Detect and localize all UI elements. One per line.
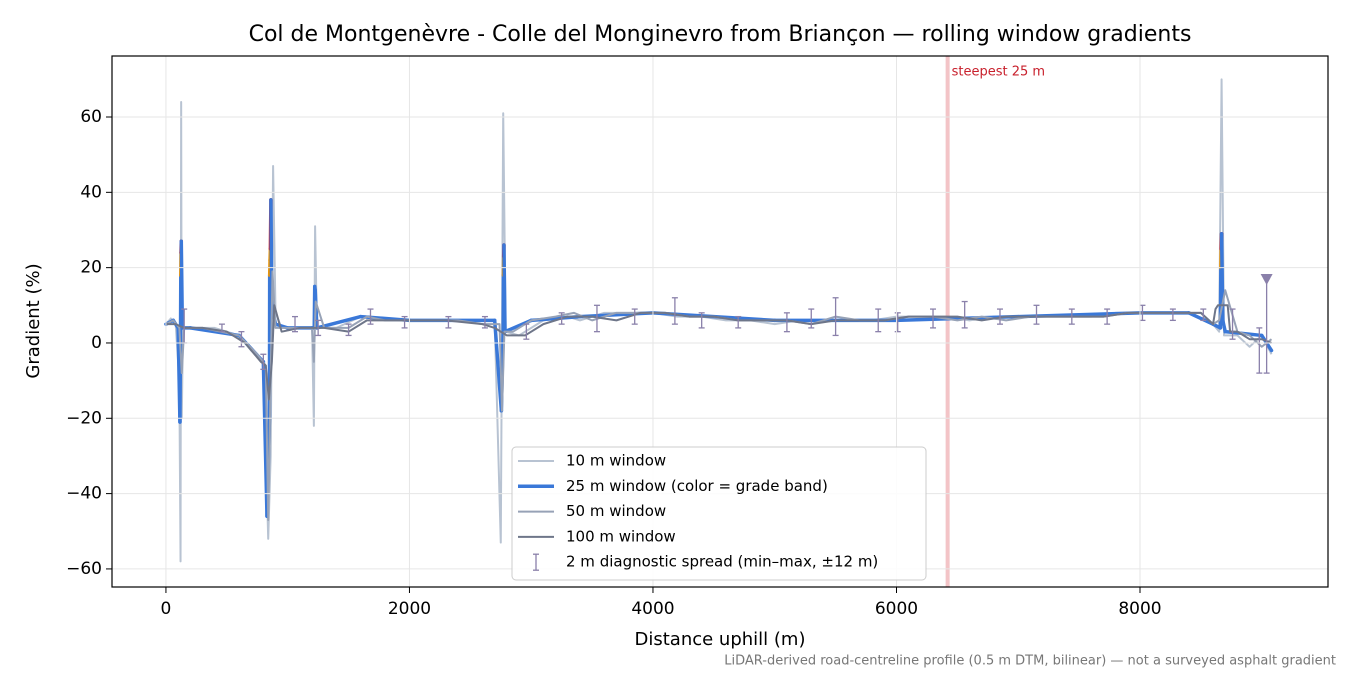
legend-label: 100 m window	[566, 527, 676, 545]
x-tick-label: 2000	[388, 599, 431, 619]
y-tick-label: 0	[91, 333, 102, 353]
line-segment	[1186, 311, 1215, 326]
summit-marker	[1260, 273, 1273, 285]
y-tick-label: −60	[66, 559, 102, 579]
chart-title: Col de Montgenèvre - Colle del Monginevr…	[249, 22, 1192, 47]
y-tick-label: −20	[66, 408, 102, 428]
x-tick-label: 8000	[1118, 599, 1161, 619]
legend-box	[511, 446, 927, 581]
x-tick-label: 4000	[631, 599, 674, 619]
legend-label: 25 m window (color = grade band)	[566, 477, 828, 495]
line-segment	[179, 239, 185, 330]
legend-label: 50 m window	[566, 502, 666, 520]
x-axis-label: Distance uphill (m)	[635, 629, 806, 650]
annotation-label: steepest 25 m	[952, 65, 1045, 80]
y-axis-label: Gradient (%)	[23, 263, 44, 378]
legend-label: 10 m window	[566, 452, 666, 470]
line-segment	[502, 243, 507, 334]
footnote: LiDAR-derived road-centreline profile (0…	[724, 654, 1336, 669]
y-tick-label: 20	[80, 258, 102, 278]
legend-label: 2 m diagnostic spread (min–max, ±12 m)	[566, 553, 878, 571]
y-tick-label: 40	[80, 182, 102, 202]
y-tick-label: 60	[80, 107, 102, 127]
x-tick-label: 6000	[875, 599, 918, 619]
y-tick-label: −40	[66, 484, 102, 504]
line-segment	[1221, 318, 1227, 334]
x-tick-label: 0	[161, 599, 172, 619]
plot-frame	[111, 55, 1329, 588]
plot-area	[164, 56, 1274, 587]
